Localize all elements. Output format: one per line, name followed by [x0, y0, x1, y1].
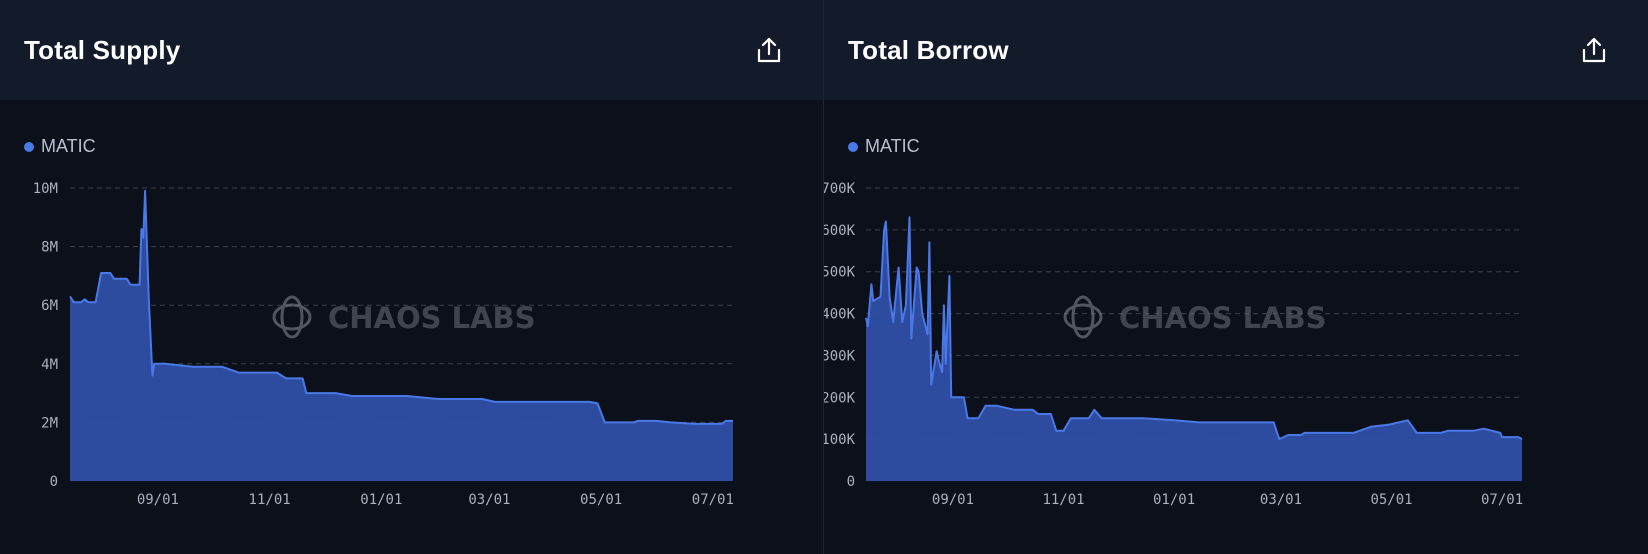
series-line-matic [69, 189, 733, 425]
chart-legend[interactable]: MATIC [24, 136, 96, 157]
total-borrow-panel: Total Borrow MATIC 0 100K 200K 300K 400K 500K… [823, 0, 1648, 554]
total-supply-chart: 0 2M 4M 6M 8M 10M CHAOS LABS 09/01 11/01 01/01 03/… [33, 181, 734, 508]
x-tick-label: 09/01 [137, 492, 179, 508]
x-tick-label: 01/01 [1153, 492, 1195, 508]
y-tick-label: 400K [824, 307, 856, 323]
y-tick-label: 500K [824, 265, 856, 281]
x-tick-label: 05/01 [580, 492, 622, 508]
y-tick-label: 6M [41, 298, 58, 314]
panel-title: Total Supply [24, 34, 181, 65]
y-tick-label: 0 [847, 474, 855, 490]
chart-legend[interactable]: MATIC [848, 136, 920, 157]
chaos-labs-watermark: CHAOS LABS [272, 295, 536, 339]
legend-color-dot [848, 141, 858, 152]
share-upload-icon[interactable] [755, 35, 783, 65]
y-tick-label: 200K [824, 390, 856, 406]
x-tick-label: 03/01 [468, 492, 510, 508]
y-tick-label: 2M [41, 415, 58, 431]
share-upload-icon[interactable] [1580, 35, 1608, 65]
y-tick-label: 0 [50, 474, 58, 490]
x-tick-label: 07/01 [1481, 492, 1523, 508]
watermark-text: CHAOS LABS [1119, 301, 1327, 335]
y-tick-label: 600K [824, 223, 856, 239]
y-tick-label: 300K [824, 348, 856, 364]
x-tick-label: 01/01 [360, 492, 402, 508]
y-tick-label: 8M [41, 240, 58, 256]
x-tick-label: 09/01 [932, 492, 974, 508]
series-area-matic [866, 217, 1522, 482]
x-tick-label: 03/01 [1260, 492, 1302, 508]
y-tick-label: 4M [41, 357, 58, 373]
legend-label: MATIC [865, 136, 920, 156]
legend-label: MATIC [41, 136, 96, 156]
panel-header: Total Borrow [824, 0, 1648, 100]
total-borrow-chart: 0 100K 200K 300K 400K 500K 600K 700K CHAOS LABS 0… [824, 181, 1523, 508]
panel-title: Total Borrow [848, 34, 1009, 65]
x-tick-label: 07/01 [692, 492, 734, 508]
x-tick-label: 11/01 [249, 492, 291, 508]
y-tick-label: 700K [824, 181, 856, 197]
chaos-labs-watermark: CHAOS LABS [1063, 295, 1327, 339]
x-tick-label: 05/01 [1370, 492, 1412, 508]
series-line-matic [865, 216, 1523, 441]
panel-header: Total Supply [0, 0, 823, 100]
series-area-matic [70, 190, 733, 481]
y-tick-label: 100K [824, 432, 856, 448]
x-tick-label: 11/01 [1042, 492, 1084, 508]
legend-color-dot [24, 141, 34, 152]
y-tick-label: 10M [33, 181, 58, 197]
total-supply-panel: Total Supply MATIC 0 2M 4M 6M 8M 10M CHAOS LAB… [0, 0, 823, 554]
watermark-text: CHAOS LABS [328, 301, 536, 335]
